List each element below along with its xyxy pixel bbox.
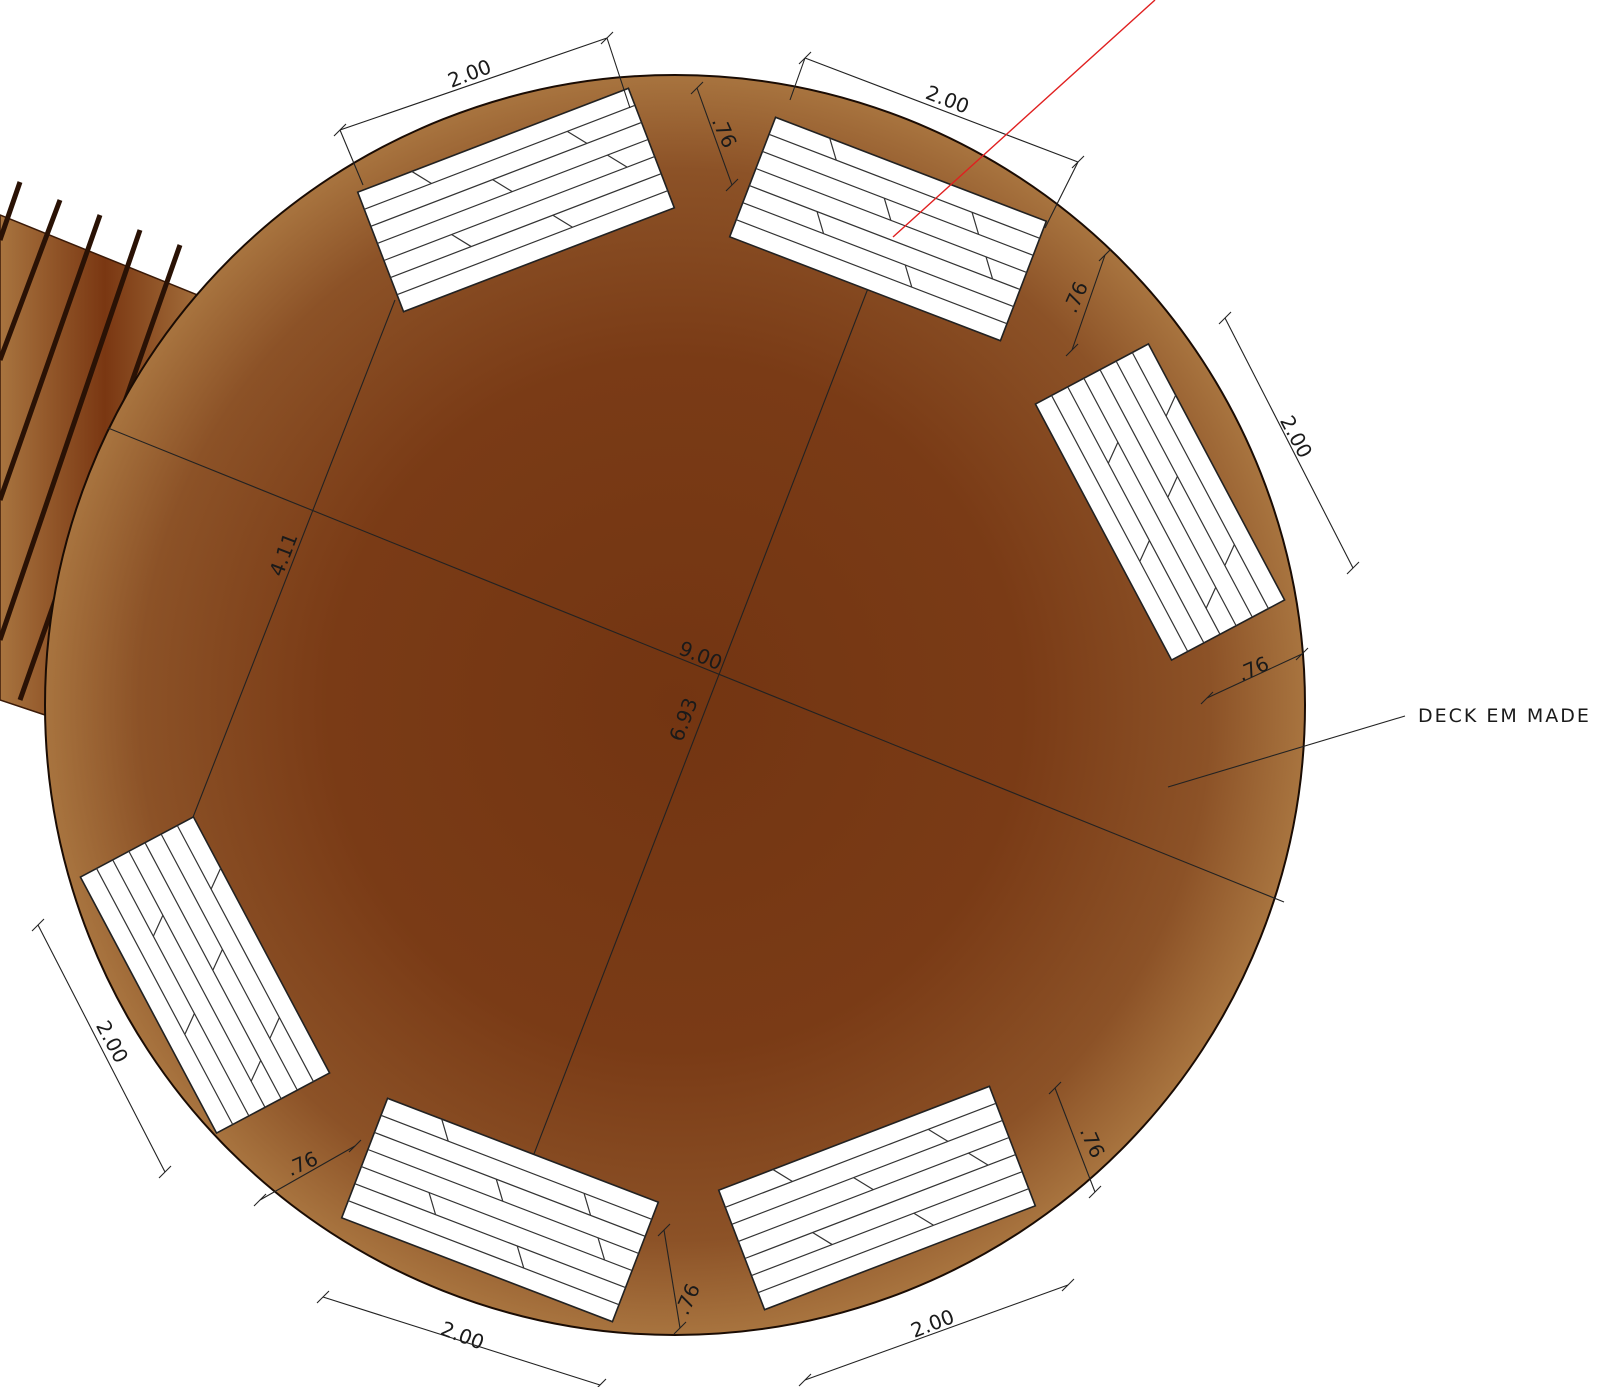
chord-line-left	[187, 299, 396, 831]
deck-label-leader	[1167, 715, 1406, 788]
dimension-lines	[31, 31, 1360, 1387]
chord-line-center	[521, 277, 873, 1186]
bench-bottom-right	[717, 1085, 1037, 1311]
bench-left	[79, 815, 331, 1135]
diameter-line	[107, 427, 1285, 903]
bench-right	[1034, 342, 1286, 662]
bench-top-left	[356, 87, 676, 313]
bench-length-label-top-right: 2.00	[922, 80, 972, 118]
bench-length-label-bottom-right: 2.00	[907, 1304, 957, 1342]
bench-bottom-left	[340, 1097, 660, 1323]
deck-circle	[44, 74, 1306, 1336]
bench-length-label-top-left: 2.00	[444, 54, 494, 92]
bench-top-right	[728, 116, 1048, 342]
bench-length-label-right: 2.00	[1275, 411, 1317, 462]
benches-group	[79, 87, 1286, 1323]
deck-material-note: DECK EM MADE	[1418, 705, 1591, 727]
red-leader-line	[892, 0, 1156, 238]
bench-length-label-bottom-left: 2.00	[437, 1316, 487, 1354]
